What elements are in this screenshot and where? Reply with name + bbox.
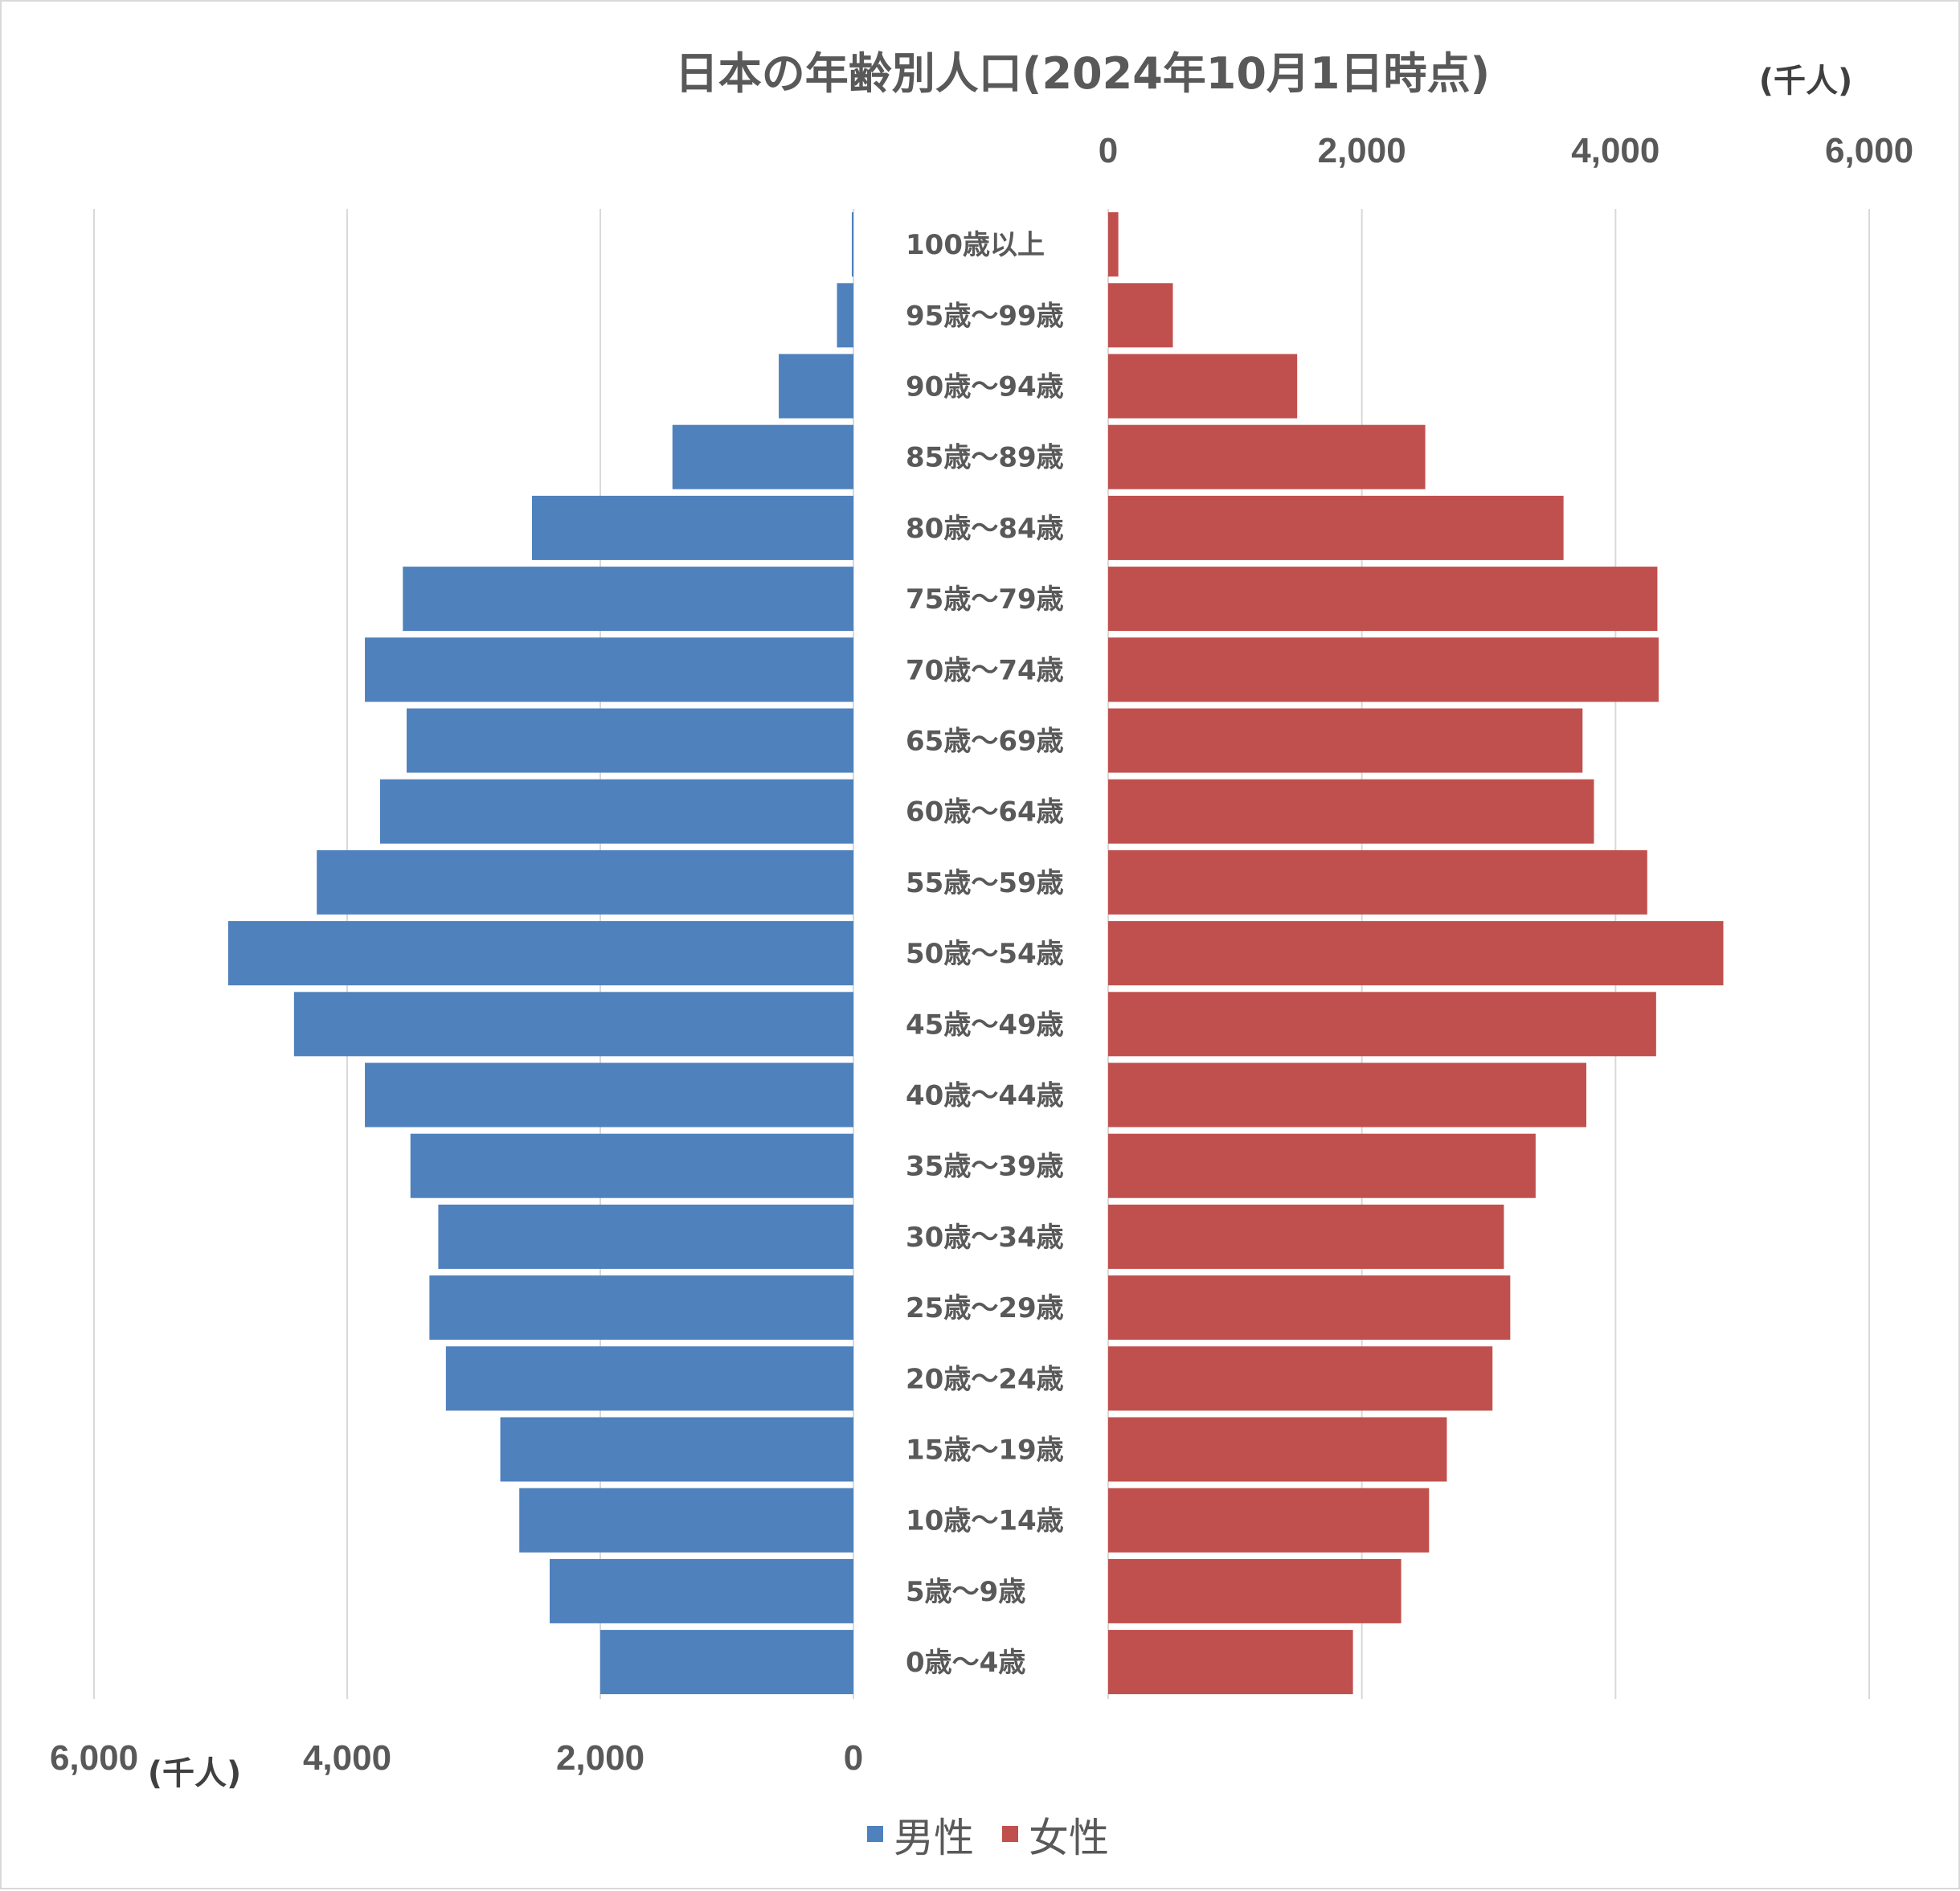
female-axis-ticks: 0 2,000 4,000 6,000 bbox=[1099, 131, 1913, 170]
bar-female bbox=[1108, 1204, 1504, 1269]
category-label: 85歳〜89歳 bbox=[906, 442, 1064, 474]
bar-male bbox=[410, 1133, 853, 1198]
female-tick-label: 0 bbox=[1099, 131, 1118, 170]
bar-female bbox=[1108, 708, 1583, 773]
category-label: 95歳〜99歳 bbox=[906, 300, 1064, 332]
legend-swatch-male bbox=[867, 1826, 883, 1842]
bar-male bbox=[445, 1346, 853, 1411]
bar-female bbox=[1108, 992, 1656, 1057]
bar-female bbox=[1108, 1488, 1430, 1553]
bar-male bbox=[851, 212, 853, 277]
bar-male bbox=[293, 992, 854, 1057]
legend-label-female: 女性 bbox=[1029, 1815, 1109, 1861]
bar-female bbox=[1108, 424, 1426, 489]
legend-swatch-female bbox=[1002, 1826, 1018, 1842]
category-label: 55歳〜59歳 bbox=[906, 867, 1064, 899]
bar-male bbox=[837, 283, 853, 348]
chart-title: 日本の年齢別人口(2024年10月1日時点) bbox=[675, 48, 1490, 99]
bar-male bbox=[519, 1488, 853, 1553]
male-tick-label: 6,000 bbox=[50, 1738, 138, 1778]
bar-male bbox=[531, 495, 853, 560]
bar-female bbox=[1108, 1275, 1511, 1340]
bar-female bbox=[1108, 1417, 1447, 1482]
bar-male bbox=[438, 1204, 853, 1269]
bar-male bbox=[500, 1417, 853, 1482]
bar-female bbox=[1108, 212, 1119, 277]
category-labels: 100歳以上 95歳〜99歳 90歳〜94歳 85歳〜89歳 80歳〜84歳 75歳〜79… bbox=[906, 229, 1064, 1679]
bar-male bbox=[317, 849, 853, 915]
bar-male bbox=[779, 354, 853, 419]
category-label: 0歳〜4歳 bbox=[906, 1647, 1025, 1679]
bar-female bbox=[1108, 849, 1647, 915]
female-axis-unit: (千人) bbox=[1759, 63, 1853, 100]
bar-female bbox=[1108, 283, 1173, 348]
bar-female bbox=[1108, 637, 1659, 702]
bar-female bbox=[1108, 921, 1724, 986]
category-label: 40歳〜44歳 bbox=[906, 1080, 1064, 1112]
female-tick-label: 4,000 bbox=[1571, 131, 1659, 170]
bar-female bbox=[1108, 567, 1658, 632]
category-label: 100歳以上 bbox=[906, 229, 1045, 261]
category-label: 5歳〜9歳 bbox=[906, 1576, 1025, 1608]
bar-male bbox=[403, 567, 853, 632]
category-label: 80歳〜84歳 bbox=[906, 513, 1064, 545]
bar-male bbox=[227, 921, 853, 986]
legend-label-male: 男性 bbox=[894, 1815, 974, 1861]
category-label: 25歳〜29歳 bbox=[906, 1292, 1064, 1324]
category-label: 15歳〜19歳 bbox=[906, 1435, 1064, 1467]
category-label: 90歳〜94歳 bbox=[906, 371, 1064, 403]
female-tick-label: 6,000 bbox=[1825, 131, 1913, 170]
bar-male bbox=[365, 1062, 853, 1128]
bar-female bbox=[1108, 1133, 1536, 1198]
bar-female bbox=[1108, 1630, 1353, 1695]
legend: 男性 女性 bbox=[867, 1815, 1109, 1861]
category-label: 30歳〜34歳 bbox=[906, 1222, 1064, 1254]
bar-male bbox=[429, 1275, 853, 1340]
bar-female bbox=[1108, 1558, 1401, 1623]
bar-male bbox=[550, 1558, 853, 1623]
category-label: 20歳〜24歳 bbox=[906, 1363, 1064, 1395]
bar-male bbox=[365, 637, 853, 702]
bar-male bbox=[672, 424, 853, 489]
female-tick-label: 2,000 bbox=[1318, 131, 1406, 170]
bar-female bbox=[1108, 1062, 1587, 1128]
bar-male bbox=[407, 708, 853, 773]
male-axis-ticks: 6,000 4,000 2,000 0 bbox=[50, 1738, 863, 1778]
category-label: 45歳〜49歳 bbox=[906, 1009, 1064, 1041]
male-axis-unit: (千人) bbox=[148, 1755, 242, 1792]
category-label: 50歳〜54歳 bbox=[906, 938, 1064, 970]
male-bars bbox=[227, 212, 854, 1695]
bar-male bbox=[600, 1630, 853, 1695]
male-tick-label: 2,000 bbox=[556, 1738, 644, 1778]
bar-female bbox=[1108, 1346, 1493, 1411]
bar-female bbox=[1108, 495, 1564, 560]
male-tick-label: 4,000 bbox=[303, 1738, 391, 1778]
category-label: 10歳〜14歳 bbox=[906, 1505, 1064, 1537]
category-label: 65歳〜69歳 bbox=[906, 726, 1064, 758]
category-label: 60歳〜64歳 bbox=[906, 796, 1064, 829]
bar-female bbox=[1108, 779, 1594, 844]
category-label: 35歳〜39歳 bbox=[906, 1151, 1064, 1183]
male-tick-label: 0 bbox=[844, 1738, 863, 1778]
bar-male bbox=[379, 779, 853, 844]
bar-female bbox=[1108, 354, 1298, 419]
female-bars bbox=[1108, 212, 1724, 1695]
category-label: 75歳〜79歳 bbox=[906, 583, 1064, 616]
category-label: 70歳〜74歳 bbox=[906, 654, 1064, 686]
